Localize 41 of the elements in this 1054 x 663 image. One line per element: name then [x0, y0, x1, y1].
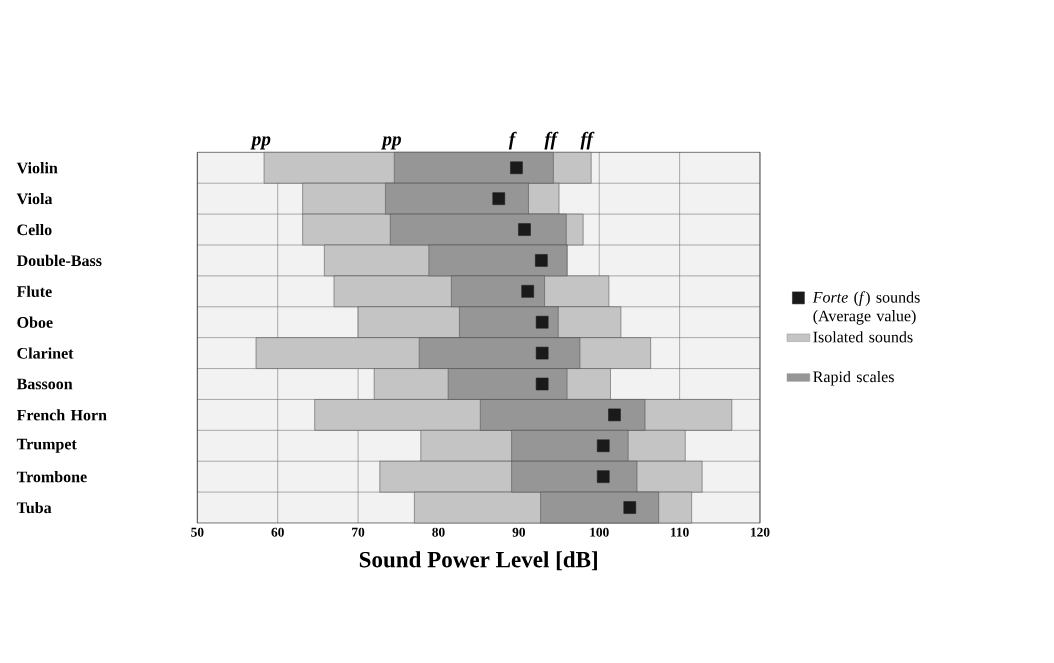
text: ff [544, 131, 559, 150]
y-tick-label: Trombone [16, 471, 87, 483]
legend-label: Rapid scales [813, 370, 894, 386]
x-tick-label: 60 [271, 527, 284, 537]
point [623, 501, 637, 514]
x-tick-label: 100 [590, 527, 609, 537]
point [492, 192, 506, 205]
y-tick-label: Trumpet [16, 438, 77, 453]
y-tick-label: Oboe [17, 316, 53, 328]
point [535, 315, 549, 329]
text: f [508, 131, 517, 150]
text: pp [381, 136, 402, 150]
legend-label: Forte (f) sounds (Average value) [812, 291, 920, 325]
x-tick-label: 120 [751, 527, 770, 537]
point [535, 346, 549, 360]
text: ff [580, 131, 595, 150]
y-tick-label: Clarinet [17, 347, 74, 359]
point [608, 408, 621, 422]
point [510, 161, 523, 175]
x-tick-label: 80 [432, 527, 445, 537]
y-tick-label: Tuba [16, 501, 52, 514]
y-tick-label: Cello [17, 223, 52, 236]
y-tick-label: Double-Bass [16, 254, 102, 267]
point [596, 470, 610, 483]
point [521, 285, 534, 298]
point [518, 223, 531, 236]
y-tick-label: Viola [16, 192, 53, 205]
x-tick-label: 110 [671, 527, 689, 537]
y-tick-label: Flute [16, 285, 52, 297]
point [535, 377, 549, 391]
y-tick-label: Violin [16, 162, 58, 174]
x-tick-label: 70 [352, 527, 365, 537]
point [596, 439, 610, 453]
x-axis-title: Sound Power Level [dB] [359, 551, 597, 571]
y-tick-label: French Horn [16, 409, 107, 421]
x-tick-label: 90 [512, 527, 526, 537]
y-tick-label: Bassoon [16, 378, 73, 390]
text: pp [250, 136, 271, 150]
x-tick-label: 50 [191, 527, 204, 537]
legend-label: Isolated sounds [813, 331, 913, 343]
point [535, 254, 548, 267]
